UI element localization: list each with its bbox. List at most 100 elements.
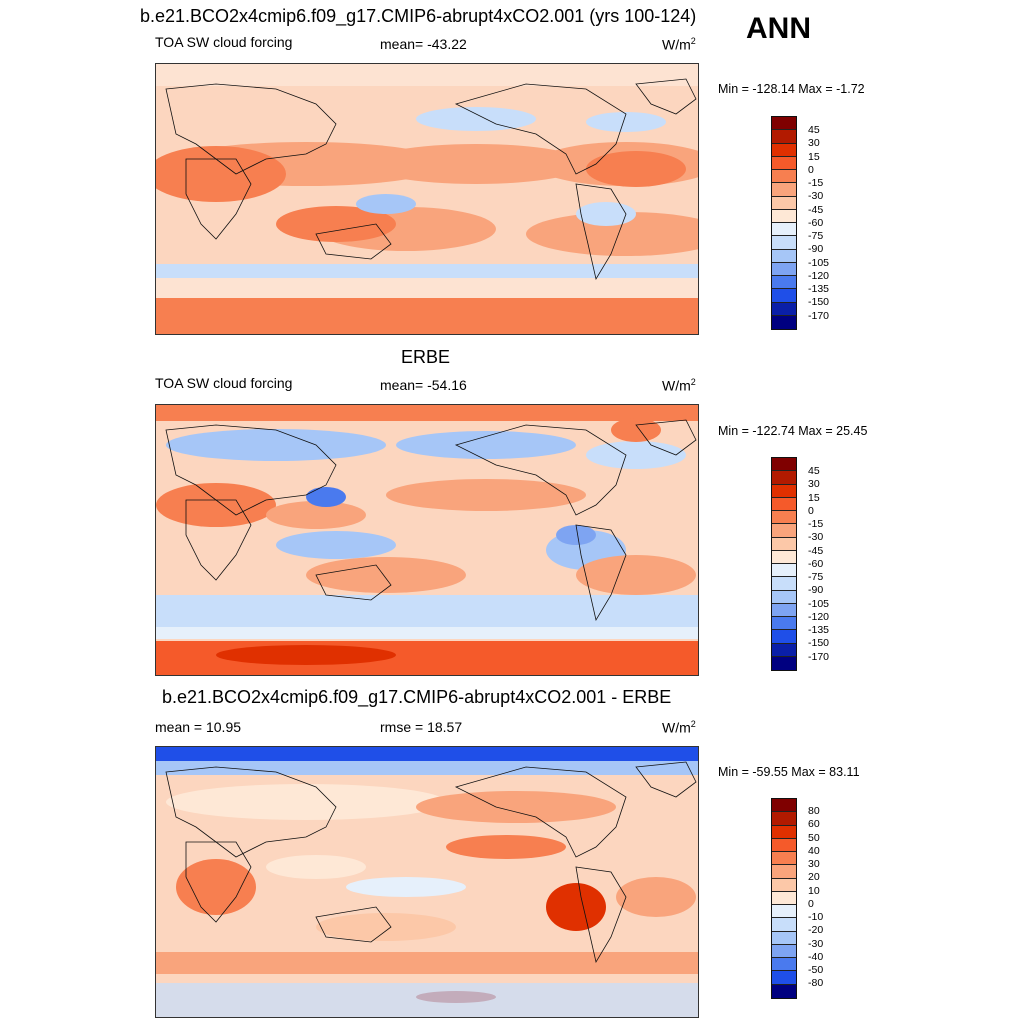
cb1-swatch — [772, 143, 796, 157]
cb3-swatch — [772, 918, 796, 932]
cb1-tick-label: -90 — [808, 243, 824, 256]
cb1-swatch — [772, 196, 796, 210]
panel1-mean: mean= -43.22 — [380, 36, 467, 52]
map-panel-model — [155, 63, 699, 335]
cb2-swatch — [772, 484, 796, 498]
cb1-swatch — [772, 315, 796, 329]
cb1-swatch — [772, 302, 796, 316]
cb3-swatch — [772, 905, 796, 919]
cb2-tick-label: -120 — [808, 610, 830, 623]
cb1-tick-label: -30 — [808, 190, 824, 203]
cb2-tick-label: -60 — [808, 557, 824, 570]
cb2-tick-label: -45 — [808, 544, 824, 557]
cb2-swatch — [772, 603, 796, 617]
cb3-tick-label: 0 — [808, 897, 814, 910]
cb1-swatch — [772, 130, 796, 144]
cb2-swatch — [772, 458, 796, 472]
cb1-tick-label: 30 — [808, 137, 820, 150]
panel1-title: b.e21.BCO2x4cmip6.f09_g17.CMIP6-abrupt4x… — [140, 6, 697, 26]
cb2-swatch — [772, 550, 796, 564]
cb2-tick-label: 0 — [808, 504, 814, 517]
season-label: ANN — [746, 12, 811, 45]
cb1-tick-label: -15 — [808, 177, 824, 189]
cb3-tick-label: -10 — [808, 911, 824, 923]
cb3-tick-label: -80 — [808, 977, 824, 990]
cb1-tick-label: -105 — [808, 256, 830, 269]
cb1-swatch — [772, 223, 796, 237]
model-field — [156, 64, 698, 334]
cb2-swatch — [772, 497, 796, 511]
cb2-tick-label: 30 — [808, 478, 820, 491]
cb2-tick-label: -135 — [808, 624, 830, 636]
cb2-swatch — [772, 471, 796, 485]
colorbar-panel2 — [771, 457, 797, 671]
cb2-swatch — [772, 656, 796, 670]
cb3-swatch — [772, 931, 796, 945]
cb2-tick-label: -15 — [808, 518, 824, 530]
cb3-swatch — [772, 838, 796, 852]
cb3-tick-label: -40 — [808, 950, 824, 963]
panel3-mean: mean = 10.95 — [155, 719, 242, 735]
cb3-tick-label: 40 — [808, 844, 820, 857]
cb3-swatch — [772, 799, 796, 813]
colorbar-panel1 — [771, 116, 797, 330]
cb3-tick-label: 50 — [808, 831, 820, 844]
cb1-swatch — [772, 289, 796, 303]
panel2-title: ERBE — [401, 347, 451, 367]
cb3-swatch — [772, 958, 796, 972]
cb2-tick-label: -170 — [808, 650, 830, 663]
cb3-swatch — [772, 812, 796, 826]
cb2-swatch — [772, 537, 796, 551]
panel3-rmse: rmse = 18.57 — [380, 719, 463, 735]
cb2-swatch — [772, 590, 796, 604]
cb1-tick-label: 15 — [808, 150, 820, 163]
panel2-variable: TOA SW cloud forcing — [155, 375, 293, 391]
cb1-swatch — [772, 236, 796, 250]
cb2-swatch — [772, 643, 796, 657]
map-panel-difference — [155, 746, 699, 1018]
map-panel-erbe — [155, 404, 699, 676]
cb2-swatch — [772, 524, 796, 538]
cb3-tick-label: 80 — [808, 805, 820, 817]
cb3-swatch — [772, 825, 796, 839]
cb2-swatch — [772, 564, 796, 578]
colorbar-panel3 — [771, 798, 797, 999]
cb1-tick-label: 0 — [808, 163, 814, 176]
cb2-swatch — [772, 617, 796, 631]
cb3-tick-label: -30 — [808, 937, 824, 950]
cb2-tick-label: -90 — [808, 584, 824, 597]
panel3-minmax: Min = -59.55 Max = 83.11 — [718, 765, 860, 779]
cb1-swatch — [772, 249, 796, 263]
erbe-field — [156, 405, 698, 675]
cb3-swatch — [772, 944, 796, 958]
cb1-tick-label: -120 — [808, 269, 830, 282]
difference-field — [156, 747, 698, 1017]
cb1-tick-label: -135 — [808, 283, 830, 295]
cb1-tick-label: -45 — [808, 203, 824, 216]
cb3-tick-label: -50 — [808, 964, 824, 976]
cb3-swatch — [772, 865, 796, 879]
cb2-tick-label: -105 — [808, 597, 830, 610]
panel1-variable: TOA SW cloud forcing — [155, 34, 293, 50]
cb2-tick-label: 45 — [808, 465, 820, 477]
cb1-tick-label: -75 — [808, 230, 824, 242]
cb2-tick-label: -75 — [808, 571, 824, 583]
panel2-minmax: Min = -122.74 Max = 25.45 — [718, 424, 868, 438]
panel1-minmax: Min = -128.14 Max = -1.72 — [718, 82, 865, 96]
cb2-tick-label: 15 — [808, 491, 820, 504]
cb3-tick-label: 10 — [808, 884, 820, 897]
cb1-swatch — [772, 170, 796, 184]
panel3-units: W/m2 — [662, 719, 696, 736]
cb3-swatch — [772, 852, 796, 866]
cb1-swatch — [772, 209, 796, 223]
cb1-swatch — [772, 262, 796, 276]
panel2-units: W/m2 — [662, 377, 696, 394]
cb3-swatch — [772, 891, 796, 905]
cb1-swatch — [772, 117, 796, 131]
cb3-swatch — [772, 878, 796, 892]
cb2-swatch — [772, 577, 796, 591]
panel1-units: W/m2 — [662, 36, 696, 53]
cb1-tick-label: -170 — [808, 309, 830, 322]
panel3-title: b.e21.BCO2x4cmip6.f09_g17.CMIP6-abrupt4x… — [162, 687, 672, 707]
cb1-swatch — [772, 156, 796, 170]
